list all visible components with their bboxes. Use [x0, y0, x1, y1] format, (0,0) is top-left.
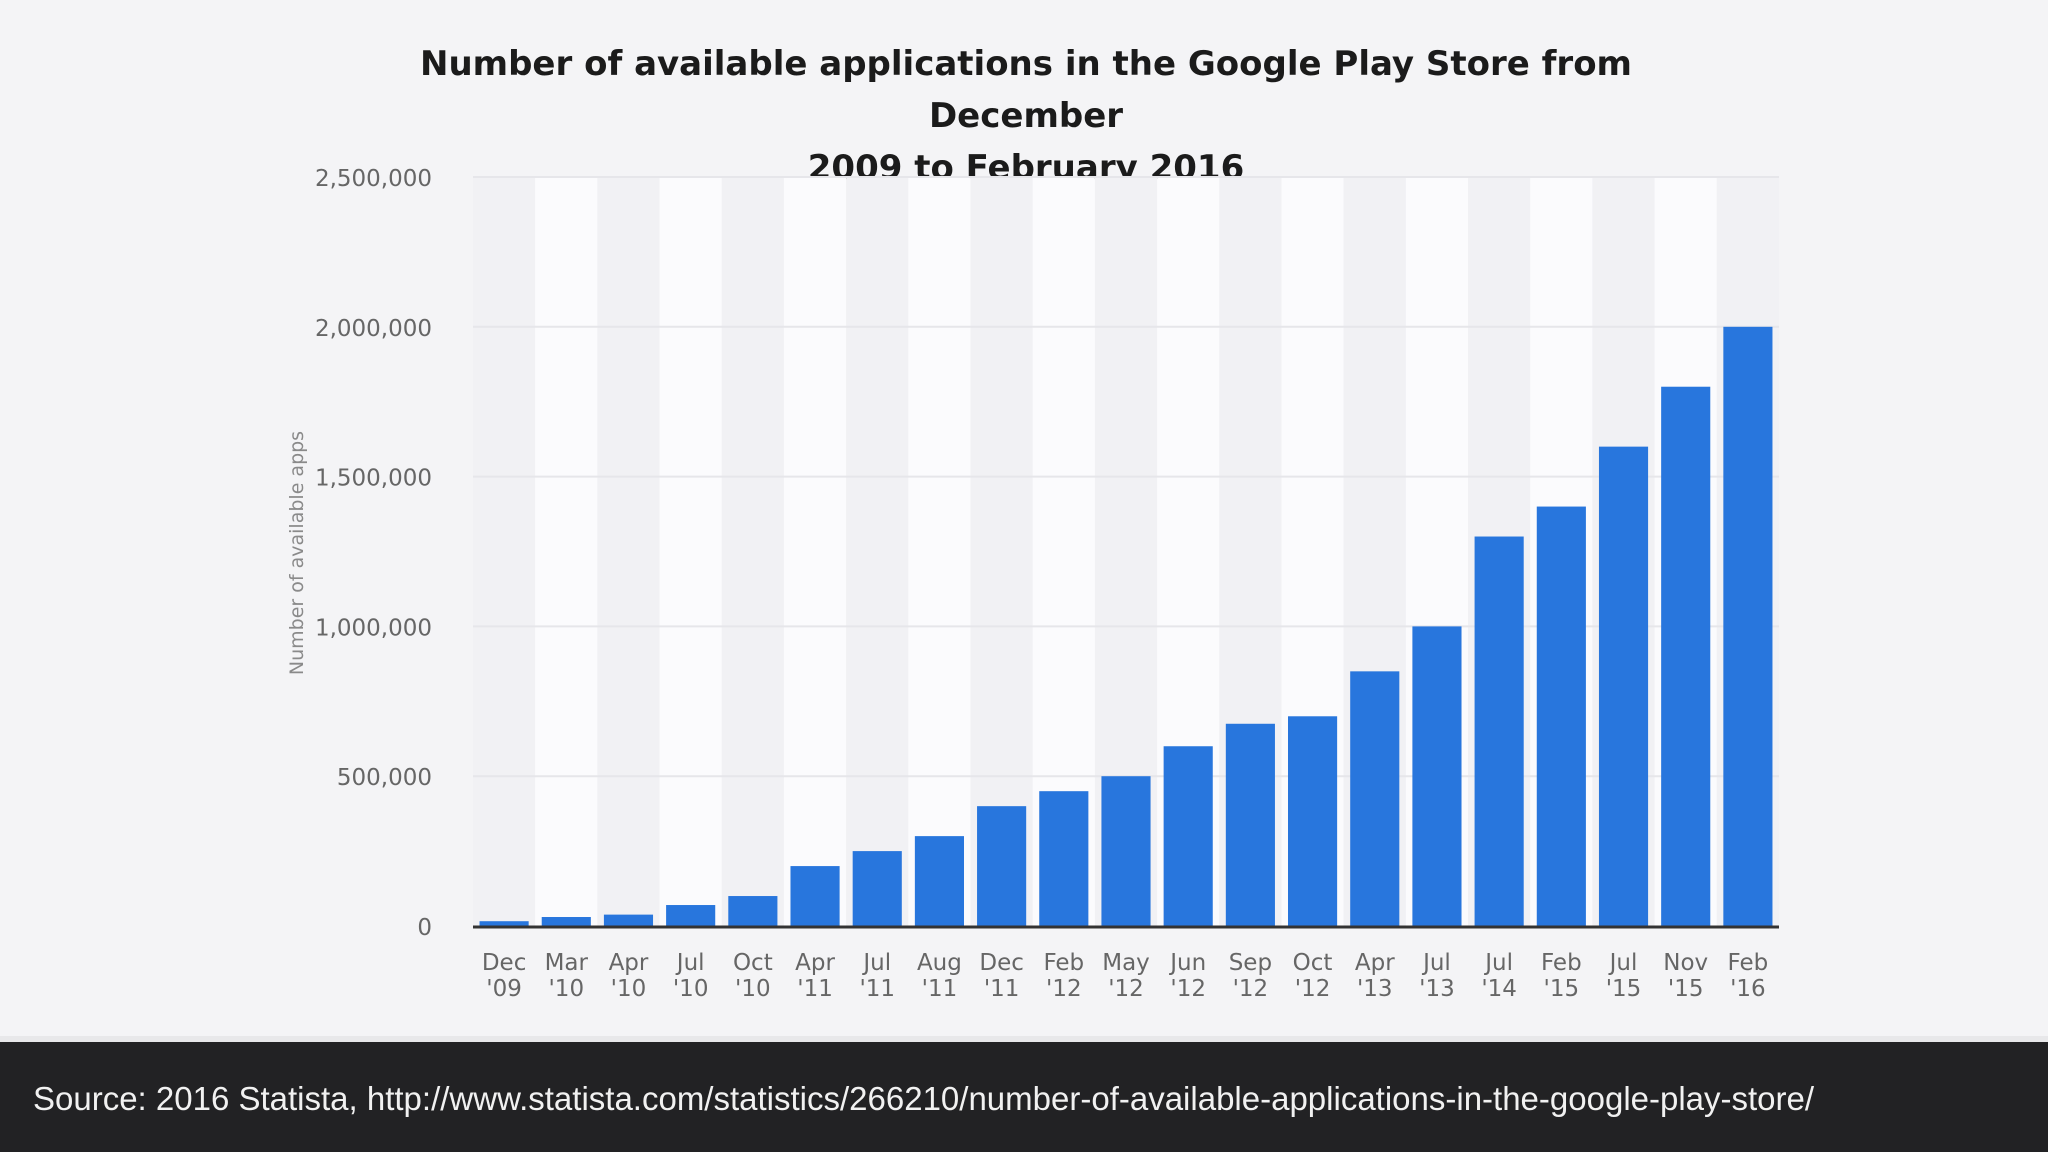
- source-caption: Source: 2016 Statista, http://www.statis…: [33, 1080, 1815, 1117]
- y-axis-label: Number of available apps: [286, 431, 308, 675]
- bar: [977, 806, 1027, 926]
- bar: [603, 914, 654, 926]
- x-tick-label: Apr '13: [1355, 950, 1395, 1002]
- bar: [1225, 723, 1275, 926]
- bar-chart: 0 500,000 1,000,000 1,500,000 2,000,000 2,500…: [286, 166, 1779, 1002]
- footer-bar: [0, 1042, 2048, 1152]
- bar: [790, 866, 840, 926]
- bar: [1536, 506, 1586, 926]
- x-tick-label: Oct '12: [1293, 950, 1333, 1002]
- x-tick-label: Apr '10: [609, 950, 649, 1002]
- x-tick-label: Feb '12: [1043, 950, 1084, 1002]
- bar: [914, 836, 964, 926]
- bar: [666, 905, 716, 926]
- y-tick-label: 2,000,000: [315, 316, 432, 342]
- y-tick-label: 500,000: [337, 765, 432, 791]
- x-tick-label: Dec '09: [482, 950, 527, 1002]
- bar: [728, 896, 778, 926]
- bar: [541, 917, 591, 926]
- x-tick-label: Jul '11: [859, 950, 895, 1002]
- x-tick-label: Jul '14: [1481, 950, 1517, 1002]
- x-tick-label: Jul '15: [1606, 950, 1642, 1002]
- slide: Number of available applications in the …: [286, 38, 1779, 1002]
- bar: [1723, 326, 1773, 926]
- background-band: [970, 177, 1033, 926]
- background-band: [846, 177, 909, 926]
- background-band: [783, 177, 847, 926]
- x-tick-label: Dec '11: [979, 950, 1024, 1002]
- x-tick-label: Mar '10: [545, 950, 589, 1002]
- background-band: [473, 177, 536, 926]
- bar: [852, 851, 902, 926]
- bar: [1350, 671, 1400, 926]
- background-band: [597, 177, 660, 926]
- y-tick-label: 0: [417, 915, 432, 941]
- x-tick-label: Nov '15: [1663, 950, 1708, 1002]
- bars: [479, 326, 1773, 927]
- x-tick-label: May '12: [1102, 950, 1150, 1002]
- x-tick-label: Feb '16: [1728, 950, 1769, 1002]
- x-tick-label: Sep '12: [1229, 950, 1272, 1002]
- y-tick-label: 2,500,000: [315, 166, 432, 192]
- background-band: [535, 177, 598, 926]
- x-tick-label: Jun '12: [1168, 950, 1206, 1002]
- bar: [1598, 446, 1649, 926]
- background-band: [721, 177, 784, 926]
- chart-title-line-1: Number of available applications in the …: [420, 44, 1632, 136]
- x-tick-label: Jul '13: [1419, 950, 1455, 1002]
- footer-divider: [0, 1036, 2048, 1044]
- background-band: [908, 177, 971, 926]
- bar: [1039, 791, 1089, 926]
- background-band: [659, 177, 722, 926]
- x-tick-label: Aug '11: [917, 950, 962, 1002]
- bar: [1101, 776, 1151, 926]
- y-axis-tick-labels: 0 500,000 1,000,000 1,500,000 2,000,000 2,500…: [315, 166, 432, 941]
- chart-title: Number of available applications in the …: [324, 38, 1728, 194]
- bar: [1661, 386, 1711, 927]
- bar: [479, 921, 529, 926]
- bar: [1288, 716, 1338, 926]
- x-tick-label: Jul '10: [673, 950, 709, 1002]
- x-axis-tick-labels: Dec '09 Mar '10 Apr '10 Jul '10 Oct '10 Apr '11 Jul '…: [482, 950, 1768, 1002]
- bar: [1412, 626, 1462, 926]
- y-tick-label: 1,000,000: [315, 615, 432, 641]
- y-tick-label: 1,500,000: [315, 466, 432, 492]
- bar: [1474, 536, 1524, 926]
- x-tick-label: Apr '11: [795, 950, 835, 1002]
- x-tick-label: Feb '15: [1541, 950, 1582, 1002]
- bar: [1163, 746, 1213, 926]
- x-tick-label: Oct '10: [733, 950, 773, 1002]
